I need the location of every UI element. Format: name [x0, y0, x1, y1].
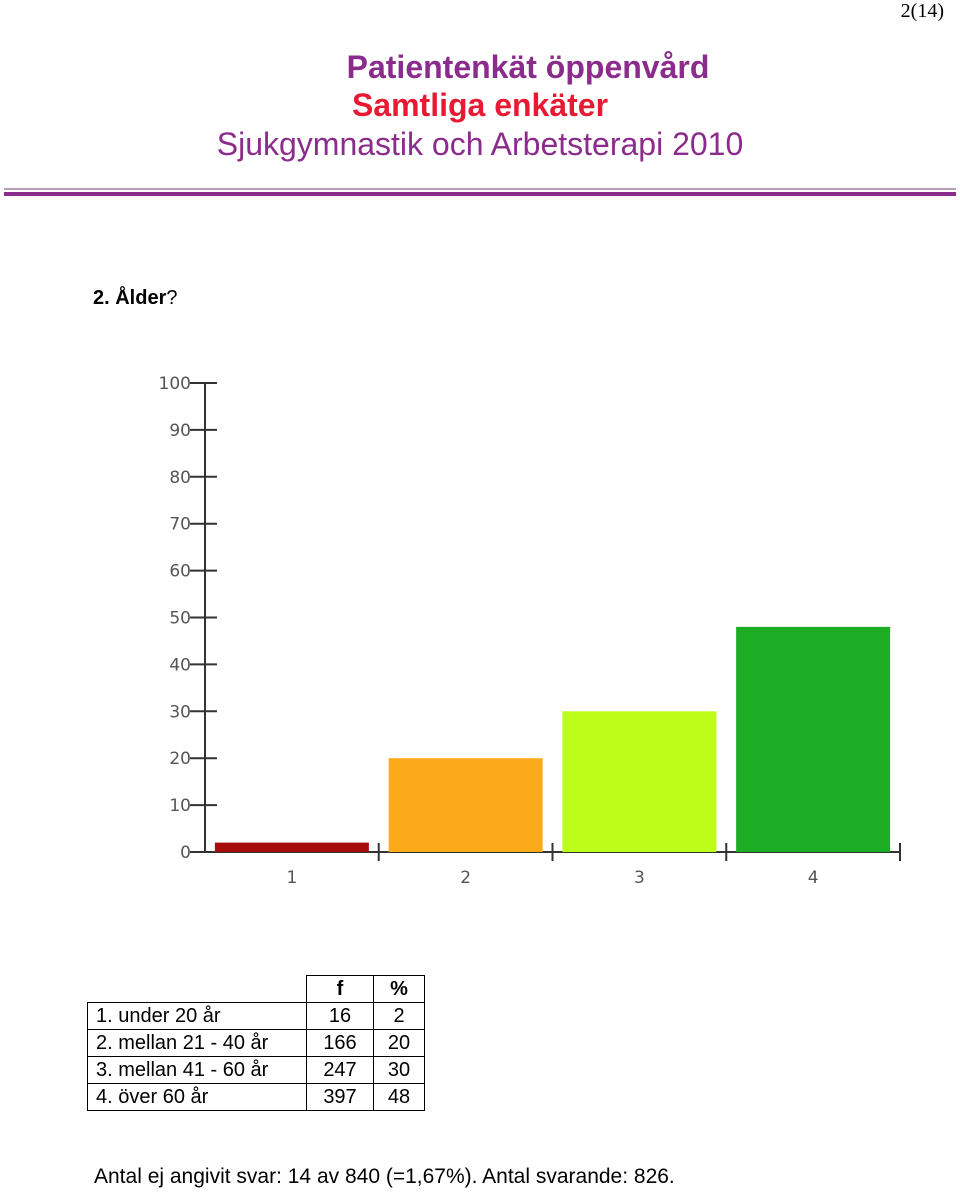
- age-bar-chart: 0 10 20 30 40 50 60 70 80 90 100 1 2 3 4: [159, 374, 901, 888]
- question-heading: 2. Ålder?: [93, 286, 177, 310]
- table-row: 4. över 60 år 397 48: [87, 1083, 425, 1111]
- bar-1: [214, 842, 369, 852]
- row-label: 1. under 20 år: [87, 1002, 307, 1030]
- row-frequency: 397: [306, 1083, 374, 1111]
- response-summary: Antal ej angivit svar: 14 av 840 (=1,67%…: [94, 1165, 675, 1188]
- table-row: 3. mellan 41 - 60 år 247 30: [87, 1056, 425, 1084]
- table-header-row: f %: [87, 975, 425, 1003]
- row-percent: 48: [373, 1083, 425, 1111]
- row-percent: 30: [373, 1056, 425, 1084]
- report-title: Patientenkät öppenvård: [346, 49, 710, 85]
- x-tick-label: 3: [634, 868, 645, 888]
- y-tick-label: 80: [169, 468, 191, 488]
- bar-3: [562, 711, 717, 852]
- report-subtitle: Samtliga enkäter: [351, 87, 609, 123]
- x-tick-label: 1: [286, 868, 297, 888]
- y-tick-label: 100: [159, 374, 191, 394]
- row-frequency: 16: [306, 1002, 374, 1030]
- report-header: Patientenkät öppenvård Samtliga enkäter …: [0, 48, 960, 164]
- y-tick-label: 60: [169, 562, 191, 582]
- table-header-f: f: [306, 975, 374, 1003]
- bar-2: [388, 758, 543, 852]
- y-tick-label: 50: [169, 609, 191, 629]
- x-tick-label: 2: [460, 868, 471, 888]
- question-suffix: ?: [166, 287, 178, 309]
- bar-4: [736, 626, 891, 852]
- row-percent: 20: [373, 1029, 425, 1057]
- y-tick-label: 20: [169, 749, 191, 769]
- header-divider: [4, 188, 956, 197]
- y-tick-label: 70: [169, 515, 191, 535]
- question-label: 2. Ålder: [93, 287, 167, 309]
- table-row: 2. mellan 21 - 40 år 166 20: [87, 1029, 425, 1057]
- row-label: 2. mellan 21 - 40 år: [87, 1029, 307, 1057]
- report-scope: Sjukgymnastik och Arbetsterapi 2010: [216, 126, 744, 162]
- row-label: 4. över 60 år: [87, 1083, 307, 1111]
- x-tick-label: 4: [808, 868, 819, 888]
- y-tick-label: 0: [180, 843, 191, 863]
- y-tick-label: 40: [169, 655, 191, 675]
- row-label: 3. mellan 41 - 60 år: [87, 1056, 307, 1084]
- table-header-pct: %: [373, 975, 425, 1003]
- y-tick-label: 30: [169, 702, 191, 722]
- y-tick-label: 10: [169, 796, 191, 816]
- table-row: 1. under 20 år 16 2: [87, 1002, 425, 1030]
- frequency-table: f % 1. under 20 år 16 2 2. mellan 21 - 4…: [87, 975, 425, 1111]
- page-number: 2(14): [900, 0, 944, 22]
- table-header-label: [87, 975, 307, 1003]
- row-frequency: 247: [306, 1056, 374, 1084]
- row-percent: 2: [373, 1002, 425, 1030]
- y-tick-label: 90: [169, 421, 191, 441]
- row-frequency: 166: [306, 1029, 374, 1057]
